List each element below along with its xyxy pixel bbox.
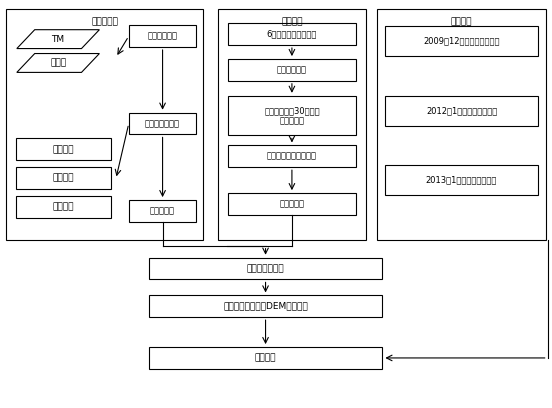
Bar [129, 200, 197, 222]
Text: 2009年12月条子泥实测数据: 2009年12月条子泥实测数据 [423, 37, 500, 46]
Text: 实测数据: 实测数据 [451, 17, 473, 26]
Text: 环境星: 环境星 [50, 58, 66, 67]
Text: 2012年1月条子泥实测数据: 2012年1月条子泥实测数据 [426, 106, 497, 115]
Text: 2013年1月条子泥实测数据: 2013年1月条子泥实测数据 [426, 176, 497, 185]
Bar [129, 113, 197, 135]
Bar [385, 26, 538, 56]
Bar [385, 165, 538, 195]
Bar [17, 196, 111, 218]
Text: 遥感影像选取: 遥感影像选取 [147, 32, 178, 41]
Bar [148, 257, 383, 279]
Bar [378, 9, 545, 240]
Text: TM: TM [51, 35, 65, 44]
Bar [218, 9, 365, 240]
Bar [148, 347, 383, 369]
Bar [148, 295, 383, 317]
Text: 精度检验: 精度检验 [255, 353, 277, 362]
Bar [228, 193, 355, 215]
Bar [12, 21, 116, 94]
Bar [7, 9, 203, 240]
Text: 选取插值方法进行插值: 选取插值方法进行插值 [267, 152, 317, 161]
Bar [228, 96, 355, 135]
Text: 水边线提取: 水边线提取 [150, 206, 175, 215]
Polygon shape [17, 30, 99, 49]
Bar [17, 167, 111, 189]
Text: 测位数据修编: 测位数据修编 [277, 65, 307, 74]
Text: 遥感影像预处理: 遥感影像预处理 [145, 119, 180, 128]
Bar [17, 138, 111, 160]
Bar [228, 23, 355, 45]
Bar [129, 25, 197, 47]
Bar [385, 96, 538, 126]
Bar [12, 133, 116, 226]
Text: 几何校正: 几何校正 [53, 145, 75, 154]
Bar [228, 145, 355, 167]
Text: 图像增强: 图像增强 [53, 202, 75, 211]
Text: 水边线高程推算: 水边线高程推算 [247, 264, 284, 273]
Text: 同步水位线: 同步水位线 [279, 200, 304, 208]
Text: 插值结果生成滩涂DEM、等高线: 插值结果生成滩涂DEM、等高线 [223, 302, 308, 311]
Text: 波段选取: 波段选取 [53, 174, 75, 183]
Text: 6个站的实时测位数据: 6个站的实时测位数据 [267, 30, 317, 39]
Text: 水文站连线扖30米等间
距离散成点: 水文站连线扖30米等间 距离散成点 [264, 106, 320, 125]
Text: 水边线提取: 水边线提取 [92, 17, 118, 26]
Text: 潮位数据: 潮位数据 [281, 17, 302, 26]
Polygon shape [17, 53, 99, 72]
Bar [228, 59, 355, 81]
